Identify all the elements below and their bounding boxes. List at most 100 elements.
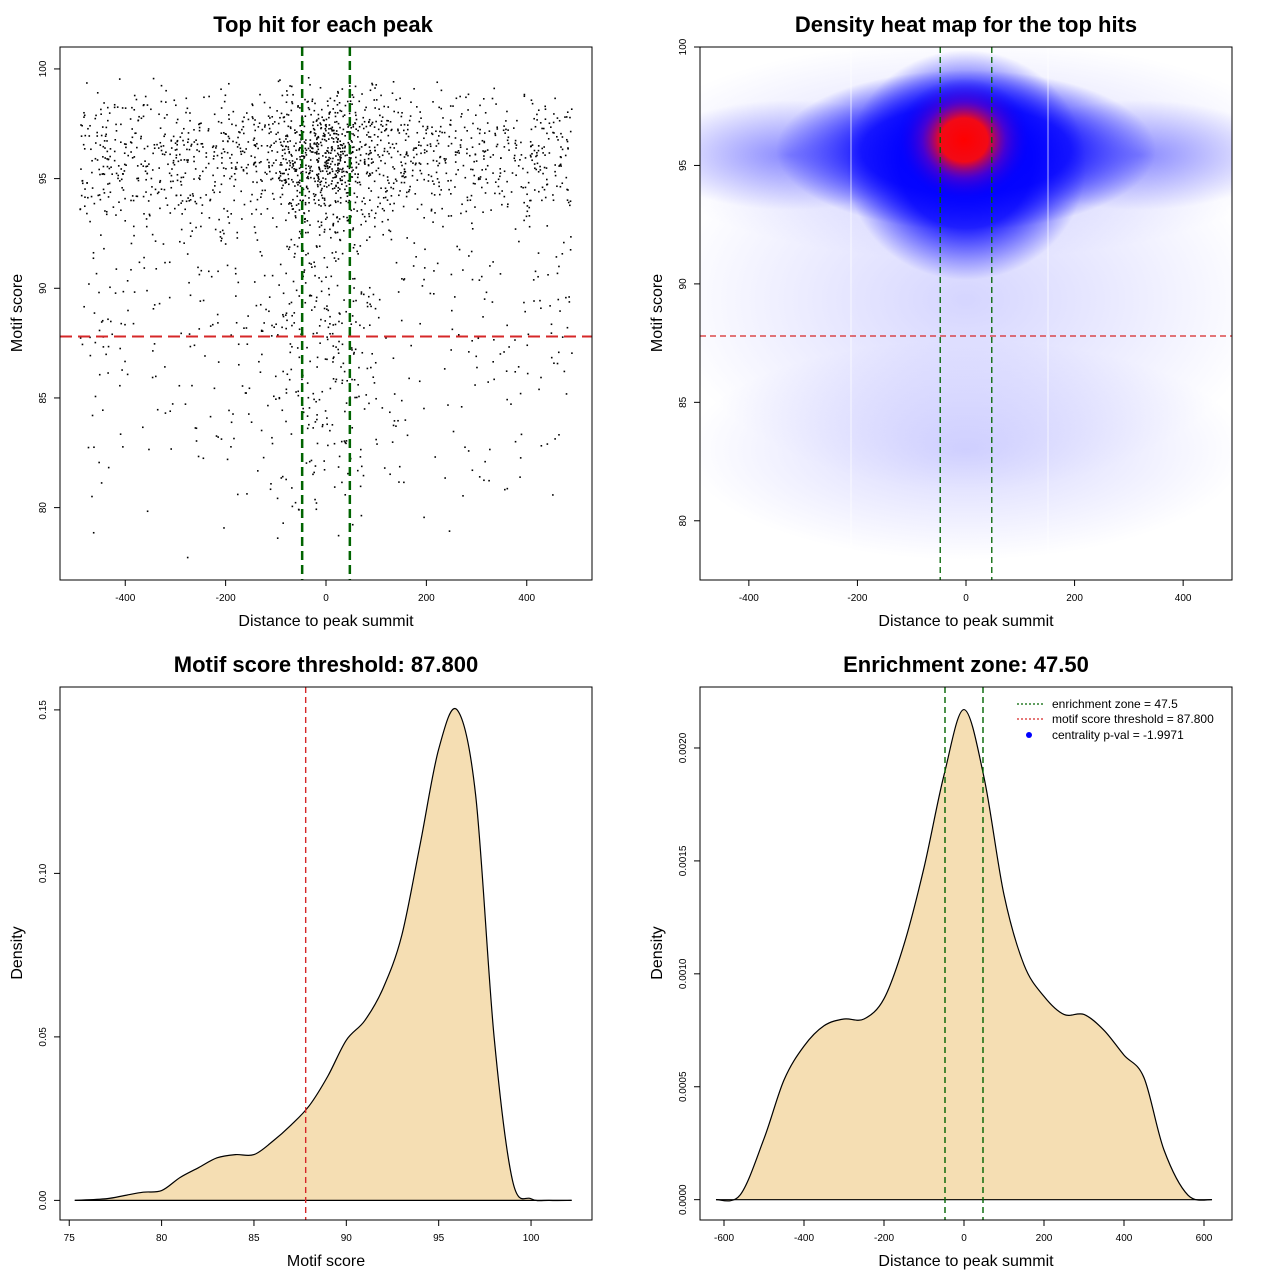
scatter-point (294, 216, 297, 219)
scatter-point (566, 326, 569, 329)
scatter-point (280, 203, 283, 205)
y-tick-label: 90 (678, 278, 689, 290)
scatter-point (301, 170, 304, 173)
scatter-point (403, 168, 406, 171)
scatter-point (316, 142, 319, 144)
scatter-point (152, 152, 154, 155)
scatter-point (334, 121, 336, 123)
scatter-point (370, 152, 372, 154)
scatter-point (132, 199, 135, 202)
scatter-point (388, 229, 390, 232)
scatter-point (171, 168, 173, 170)
scatter-point (319, 342, 321, 344)
scatter-point (233, 172, 236, 175)
scatter-point (288, 183, 290, 186)
scatter-point (457, 169, 459, 171)
scatter-point (471, 146, 474, 149)
scatter-point (405, 153, 407, 156)
scatter-point (193, 128, 195, 131)
scatter-point (124, 107, 127, 109)
scatter-point (347, 141, 350, 144)
scatter-point (188, 199, 191, 202)
scatter-point (212, 189, 214, 191)
scatter-point (392, 80, 395, 83)
scatter-point (360, 223, 362, 226)
scatter-point (81, 124, 83, 127)
scatter-point (127, 154, 130, 157)
scatter-point (368, 324, 371, 327)
scatter-point (336, 284, 339, 287)
scatter-point (185, 111, 187, 114)
scatter-point (242, 169, 245, 172)
scatter-point (556, 272, 559, 275)
scatter-point (355, 128, 357, 130)
scatter-point (370, 190, 373, 192)
scatter-point (293, 256, 296, 258)
scatter-point (223, 175, 225, 177)
scatter-point (253, 281, 256, 283)
scatter-point (237, 343, 240, 346)
scatter-point (153, 143, 156, 146)
scatter-point (170, 139, 173, 142)
scatter-point (367, 157, 370, 160)
scatter-point (385, 123, 388, 126)
scatter-point (506, 139, 509, 142)
scatter-point (332, 141, 335, 143)
scatter-point (288, 202, 291, 204)
scatter-point (290, 433, 293, 435)
scatter-point (389, 203, 391, 206)
scatter-point (334, 173, 337, 176)
scatter-point (384, 162, 386, 165)
scatter-point (337, 169, 339, 171)
scatter-point (236, 161, 239, 164)
scatter-point (335, 120, 338, 123)
scatter-point (119, 347, 122, 350)
scatter-point (351, 170, 353, 173)
scatter-point (303, 271, 305, 273)
scatter-point (276, 497, 279, 500)
scatter-point (377, 205, 379, 208)
scatter-point (276, 537, 279, 539)
scatter-point (312, 127, 315, 130)
scatter-point (288, 246, 291, 248)
scatter-point (307, 165, 310, 167)
scatter-point (103, 173, 106, 176)
scatter-point (200, 212, 203, 214)
scatter-point (119, 384, 121, 387)
scatter-point (253, 226, 256, 228)
scatter-point (217, 120, 220, 123)
scatter-point (255, 304, 258, 307)
scatter-point (375, 120, 377, 123)
scatter-point (325, 170, 328, 173)
scatter-point (298, 167, 301, 170)
scatter-point (429, 143, 432, 145)
scatter-point (103, 102, 105, 104)
scatter-point (552, 199, 555, 202)
scatter-point (374, 212, 377, 215)
scatter-point (500, 157, 502, 159)
scatter-point (203, 96, 205, 99)
scatter-point (427, 174, 430, 176)
scatter-point (467, 109, 469, 111)
scatter-point (94, 157, 97, 160)
scatter-point (144, 160, 146, 162)
scatter-point (289, 164, 291, 167)
scatter-point (171, 403, 174, 405)
scatter-point (105, 133, 108, 136)
scatter-point (494, 134, 497, 137)
scatter-point (326, 417, 328, 419)
scatter-point (190, 143, 193, 146)
scatter-point (438, 185, 440, 188)
scatter-point (532, 279, 535, 281)
scatter-point (300, 166, 302, 168)
scatter-point (356, 196, 358, 198)
scatter-point (363, 327, 365, 329)
x-axis-label: Distance to peak summit (878, 613, 1054, 630)
scatter-point (98, 291, 100, 294)
scatter-point (519, 392, 522, 395)
scatter-point (374, 149, 376, 152)
scatter-point (221, 162, 223, 164)
scatter-point (277, 80, 280, 83)
scatter-point (397, 129, 399, 132)
scatter-point (96, 135, 99, 137)
